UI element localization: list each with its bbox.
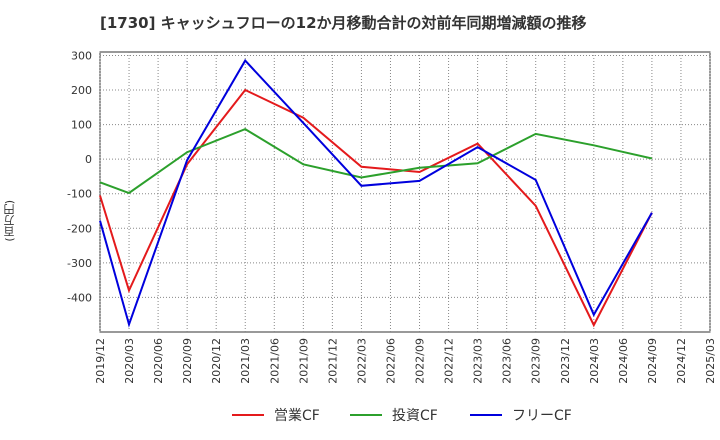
chart-title: [1730] キャッシュフローの12か月移動合計の対前年同期増減額の推移 <box>100 14 587 32</box>
y-tick-label: 100 <box>71 119 92 132</box>
series-line <box>99 58 653 328</box>
x-tick-label: 2023/06 <box>501 338 514 384</box>
x-tick-label: 2024/03 <box>588 338 601 384</box>
x-tick-label: 2022/03 <box>355 338 368 384</box>
x-tick-label: 2023/03 <box>472 338 485 384</box>
x-tick-label: 2022/09 <box>414 338 427 384</box>
x-tick-label: 2021/03 <box>239 338 252 384</box>
legend-label: フリーCF <box>512 408 572 424</box>
x-tick-label: 2024/12 <box>675 338 688 384</box>
x-tick-label: 2024/09 <box>646 338 659 384</box>
y-tick-label: -200 <box>67 222 92 235</box>
x-tick-label: 2019/12 <box>94 338 107 384</box>
y-tick-label: -400 <box>67 291 92 304</box>
series-line <box>99 88 653 328</box>
x-tick-label: 2022/06 <box>384 338 397 384</box>
y-tick-label: 200 <box>71 84 92 97</box>
x-tick-label: 2020/06 <box>152 338 165 384</box>
x-tick-label: 2025/03 <box>704 338 717 384</box>
y-tick-label: -100 <box>67 188 92 201</box>
series-line <box>99 127 653 195</box>
x-tick-label: 2021/12 <box>326 338 339 384</box>
plot-area <box>99 51 711 333</box>
x-tick-label: 2023/12 <box>559 338 572 384</box>
x-tick-label: 2020/03 <box>123 338 136 384</box>
x-tick-label: 2024/06 <box>617 338 630 384</box>
x-tick-label: 2020/12 <box>210 338 223 384</box>
y-tick-label: -300 <box>67 257 92 270</box>
x-tick-label: 2020/09 <box>181 338 194 384</box>
legend-label: 営業CF <box>274 408 320 424</box>
x-tick-label: 2021/06 <box>268 338 281 384</box>
y-tick-label: 300 <box>71 49 92 62</box>
x-tick-label: 2023/09 <box>530 338 543 384</box>
x-tick-label: 2021/09 <box>297 338 310 384</box>
x-tick-label: 2022/12 <box>443 338 456 384</box>
y-tick-label: 0 <box>85 153 92 166</box>
legend-label: 投資CF <box>392 408 438 424</box>
